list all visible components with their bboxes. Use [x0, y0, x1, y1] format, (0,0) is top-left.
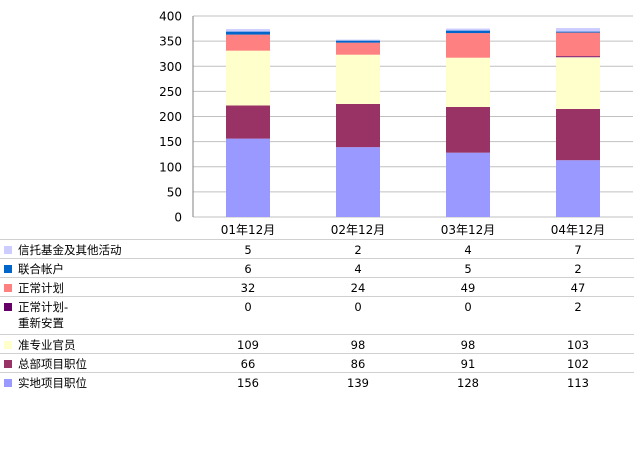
bar-segment — [226, 34, 270, 51]
y-tick-label: 150 — [159, 135, 182, 149]
table-cell-value: 32 — [240, 281, 256, 295]
bar-segment — [446, 106, 490, 153]
series-label: 总部项目职位 — [18, 357, 87, 371]
y-tick-label: 300 — [159, 60, 182, 74]
bar-segment — [556, 32, 600, 57]
bar-segment — [226, 138, 270, 217]
legend-swatch — [4, 341, 12, 349]
series-label: 准专业官员 — [18, 338, 76, 352]
table-row: 正常计划- 重新安置 0 0 0 2 — [0, 296, 634, 334]
table-cell-value: 4 — [354, 262, 362, 276]
legend-swatch — [4, 246, 12, 254]
table-cell-value: 49 — [460, 281, 476, 295]
bar-segment — [446, 57, 490, 107]
legend-swatch — [4, 284, 12, 292]
table-cell-value: 0 — [464, 300, 472, 314]
table-cell-value: 128 — [457, 376, 479, 390]
bar-segment — [556, 56, 600, 58]
bar-segment — [556, 160, 600, 217]
series-label: 正常计划- 重新安置 — [18, 300, 69, 330]
table-cell-value: 5 — [244, 243, 252, 257]
bar-segment — [446, 30, 490, 34]
table-row: 信托基金及其他活动 5 2 4 7 — [0, 239, 634, 258]
bar-segment — [556, 57, 600, 109]
table-row: 联合帐户 6 4 5 2 — [0, 258, 634, 277]
x-tick-label: 02年12月 — [331, 223, 386, 237]
table-row: 准专业官员 109 98 98 103 — [0, 334, 634, 353]
table-cell-value: 98 — [460, 338, 476, 352]
legend-swatch — [4, 265, 12, 273]
bar-segment — [446, 28, 490, 31]
table-cell-value: 24 — [350, 281, 366, 295]
bar-segment — [226, 31, 270, 35]
stacked-bar-chart: 0 50 100 150 200 250 300 350 400 01年12月 02年12月 03年1… — [159, 10, 633, 237]
y-tick-label: 400 — [159, 10, 182, 24]
x-tick-label: 04年12月 — [551, 223, 606, 237]
table-cell-value: 113 — [567, 376, 589, 390]
table-cell-value: 86 — [350, 357, 366, 371]
y-tick-label: 50 — [167, 185, 182, 199]
table-row: 实地项目职位 156 139 128 113 — [0, 372, 634, 391]
bar-segment — [556, 108, 600, 161]
series-label: 实地项目职位 — [18, 376, 87, 390]
bar-segment — [556, 31, 600, 33]
x-tick-label: 01年12月 — [221, 223, 276, 237]
series-label: 正常计划 — [18, 281, 64, 295]
table-cell-value: 139 — [347, 376, 369, 390]
legend-swatch — [4, 379, 12, 387]
bar-segment — [446, 152, 490, 217]
table-cell-value: 2 — [354, 243, 362, 257]
bar-segment — [336, 147, 380, 217]
bar-segment — [446, 33, 490, 58]
table-cell-value: 66 — [240, 357, 256, 371]
table-cell-value: 109 — [237, 338, 259, 352]
table-cell-value: 4 — [464, 243, 472, 257]
table-cell-value: 7 — [574, 243, 582, 257]
bar-segment — [336, 54, 380, 104]
table-cell-value: 5 — [464, 262, 472, 276]
y-tick-label: 0 — [174, 211, 182, 225]
table-cell-value: 102 — [567, 357, 589, 371]
table-row: 正常计划 32 24 49 47 — [0, 277, 634, 296]
series-label: 信托基金及其他活动 — [18, 243, 122, 257]
y-tick-label: 350 — [159, 35, 182, 49]
table-cell-value: 0 — [354, 300, 362, 314]
series-label: 联合帐户 — [18, 262, 64, 276]
bar-segment — [336, 40, 380, 43]
bar-segment — [556, 28, 600, 32]
y-tick-label: 250 — [159, 85, 182, 99]
table-cell-value: 0 — [244, 300, 252, 314]
table-cell-value: 103 — [567, 338, 589, 352]
table-cell-value: 98 — [350, 338, 366, 352]
bar-segment — [226, 105, 270, 139]
table-cell-value: 2 — [574, 262, 582, 276]
y-tick-label: 100 — [159, 160, 182, 174]
bar-segment — [336, 39, 380, 41]
bar-segment — [226, 50, 270, 106]
bar-segment — [226, 29, 270, 32]
y-tick-label: 200 — [159, 110, 182, 124]
data-table: 信托基金及其他活动 5 2 4 7 联合帐户 6 4 5 2 正常计划 32 24 49 47 正常计划- 重新… — [0, 239, 634, 391]
table-cell-value: 6 — [244, 262, 252, 276]
table-cell-value: 91 — [460, 357, 476, 371]
table-row: 总部项目职位 66 86 91 102 — [0, 353, 634, 372]
table-cell-value: 2 — [574, 300, 582, 314]
legend-swatch — [4, 303, 12, 311]
legend-swatch — [4, 360, 12, 368]
table-cell-value: 156 — [237, 376, 259, 390]
table-cell-value: 47 — [570, 281, 586, 295]
x-tick-label: 03年12月 — [441, 223, 496, 237]
bar-segment — [336, 103, 380, 148]
bar-segment — [336, 42, 380, 55]
